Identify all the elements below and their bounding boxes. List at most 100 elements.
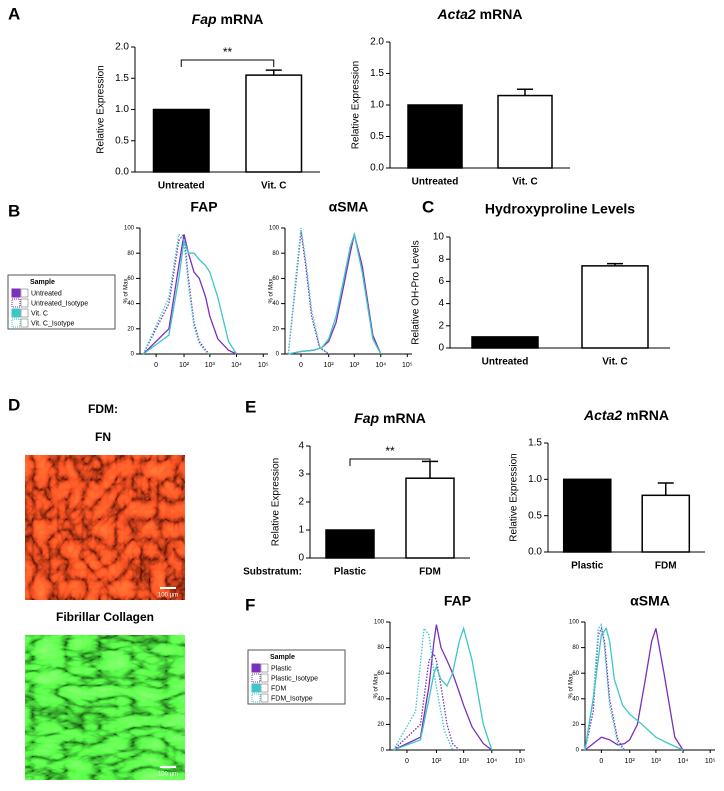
- x-tick-label: 0: [299, 362, 303, 369]
- chart-title: Acta2 mRNA: [437, 6, 523, 22]
- y-tick-label: 0.5: [370, 131, 384, 142]
- legend-swatch: [251, 683, 261, 693]
- panel-label: A: [8, 4, 20, 23]
- x-tick-label: 10⁵: [515, 758, 526, 765]
- significance-bracket: [180, 59, 275, 67]
- significance-label: **: [385, 444, 395, 458]
- fn-label: FN: [95, 430, 111, 444]
- y-tick-label: 10: [433, 232, 445, 243]
- legend-swatch-frame: [20, 298, 29, 308]
- x-tick-label: Plastic: [571, 561, 604, 572]
- y-tick-label: 1.0: [528, 474, 542, 485]
- panel-label: E: [245, 397, 256, 416]
- y-tick-label: 0.0: [115, 167, 129, 178]
- y-tick-label: 0: [576, 748, 580, 754]
- bar: [405, 477, 455, 559]
- x-tick-label: 0: [599, 758, 603, 765]
- legend-swatch-frame: [260, 683, 269, 693]
- x-tick-label: 10⁴: [231, 362, 242, 369]
- y-tick-label: 1.5: [115, 73, 129, 84]
- legend-swatch-frame: [260, 693, 269, 703]
- bar: [245, 74, 303, 173]
- title-gene: Fap: [354, 410, 379, 426]
- histogram-line: [287, 227, 330, 355]
- y-tick-label: 0: [131, 352, 135, 358]
- x-tick-label: Untreated: [158, 181, 205, 192]
- bar: [471, 336, 539, 349]
- significance-bracket: [349, 458, 431, 466]
- y-tick-label: 0.0: [528, 547, 542, 558]
- chart-title: αSMA: [329, 199, 369, 215]
- y-tick-label: 2: [298, 497, 304, 508]
- panel-label: B: [8, 201, 20, 220]
- legend-label: Vit. C: [31, 310, 48, 317]
- collagen-image: [25, 635, 185, 780]
- bar: [152, 108, 210, 173]
- y-tick-label: 4: [438, 298, 444, 309]
- y-tick-label: 80: [377, 645, 384, 651]
- significance-label: **: [223, 45, 233, 59]
- y-tick-label: 3: [298, 469, 304, 480]
- chart-title: Hydroxyproline Levels: [485, 201, 635, 217]
- y-tick-label: 0: [438, 343, 444, 354]
- title-text: mRNA: [480, 6, 523, 22]
- legend-label: Plastic: [271, 665, 292, 672]
- x-tick-label: Plastic: [334, 567, 367, 578]
- title-text: mRNA: [221, 11, 264, 27]
- y-tick-label: 100: [269, 226, 280, 232]
- y-tick-label: 0.0: [370, 163, 384, 174]
- legend-title: Sample: [270, 654, 295, 661]
- legend-swatch-frame: [260, 673, 269, 683]
- y-tick-label: 1.0: [370, 100, 384, 111]
- x-tick-label: 10²: [324, 362, 335, 369]
- chart-title: Acta2 mRNA: [583, 407, 669, 423]
- histogram-line: [288, 234, 382, 355]
- histogram-line: [142, 240, 238, 355]
- y-tick-label: 60: [377, 671, 384, 677]
- legend-swatch: [251, 693, 261, 703]
- legend-swatch: [251, 673, 261, 683]
- x-tick-label: 0: [154, 362, 158, 369]
- y-tick-label: 6: [438, 276, 444, 287]
- x-tick-label: 10⁴: [678, 758, 689, 765]
- title-gene: Acta2: [583, 407, 622, 423]
- x-tick-label: 10³: [459, 758, 470, 765]
- x-tick-label: 10²: [179, 362, 190, 369]
- x-tick-label: 10⁵: [258, 362, 269, 369]
- y-tick-label: 20: [272, 326, 279, 332]
- x-tick-label: FDM: [419, 567, 441, 578]
- y-tick-label: 80: [572, 645, 579, 651]
- chart-title: FAP: [190, 199, 217, 215]
- scale-bar-label: 100 µm: [158, 772, 178, 778]
- y-tick-label: 80: [272, 251, 279, 257]
- x-tick-label: Vit. C: [602, 357, 627, 368]
- y-tick-label: 40: [572, 696, 579, 702]
- bar: [497, 94, 553, 169]
- legend-label: FDM: [271, 685, 286, 692]
- legend-label: Vit. C_Isotype: [31, 320, 75, 327]
- y-tick-label: 1.5: [370, 68, 384, 79]
- bar: [581, 265, 649, 349]
- y-axis-label: Relative Expression: [271, 458, 282, 546]
- legend-swatch: [11, 288, 21, 298]
- histogram-line: [584, 626, 625, 751]
- legend-swatch: [11, 298, 21, 308]
- y-tick-label: 1.0: [115, 104, 129, 115]
- histogram-line: [142, 234, 237, 355]
- y-axis-label: Relative OH-Pro Levels: [411, 240, 422, 344]
- y-axis-label: Relative Expression: [351, 61, 362, 149]
- histogram-line: [288, 231, 382, 355]
- y-tick-label: 80: [127, 251, 134, 257]
- legend-swatch-frame: [20, 308, 29, 318]
- x-tick-label: Vit. C: [512, 177, 537, 188]
- legend-swatch-frame: [20, 288, 29, 298]
- histogram-line: [142, 232, 211, 355]
- y-tick-label: 2.0: [370, 37, 384, 48]
- x-tick-label: 0: [405, 758, 409, 765]
- x-tick-label: Vit. C: [261, 181, 286, 192]
- y-axis-label: % of Max: [269, 278, 275, 303]
- y-tick-label: 0: [298, 553, 304, 564]
- chart-title: Fap mRNA: [354, 410, 426, 426]
- y-tick-label: 4: [298, 441, 304, 452]
- x-tick-label: FDM: [655, 561, 677, 572]
